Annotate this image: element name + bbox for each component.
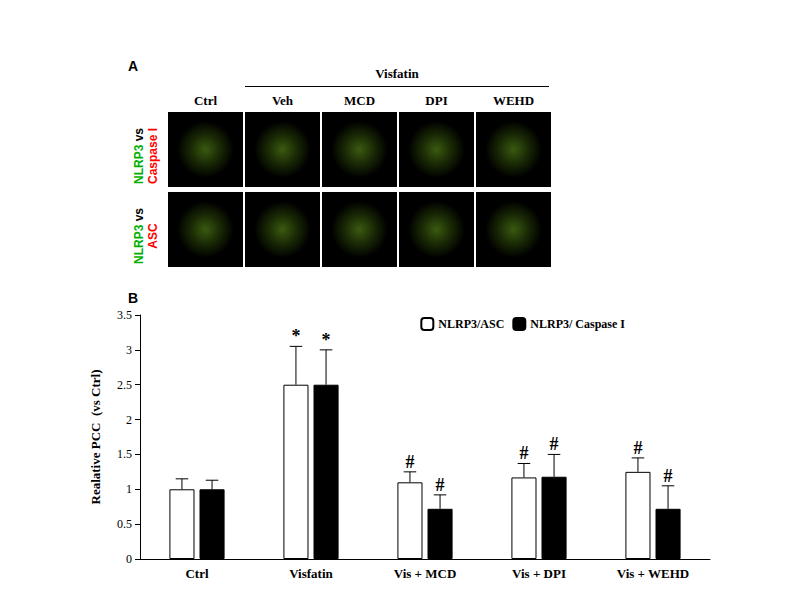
svg-text:Ctrl: Ctrl (185, 566, 208, 581)
svg-text:NLRP3/ASC: NLRP3/ASC (438, 317, 504, 331)
svg-text:Vis + MCD: Vis + MCD (394, 566, 457, 581)
svg-text:Realative PCC (vs Ctrl): Realative PCC (vs Ctrl) (88, 369, 103, 504)
svg-text:#: # (550, 434, 559, 454)
svg-text:2.5: 2.5 (117, 378, 132, 392)
svg-text:3: 3 (126, 343, 132, 357)
html-text:Caspase I: Caspase I (145, 128, 160, 184)
html-text:Ctrl: Ctrl (193, 93, 217, 108)
svg-text:#: # (664, 466, 673, 486)
html-text:Visfatin: Visfatin (375, 66, 419, 81)
html-text:NLRP3: NLRP3 (131, 144, 146, 184)
svg-text:NLRP3/ Caspase I: NLRP3/ Caspase I (530, 317, 625, 331)
html-text:ASC: ASC (145, 223, 160, 249)
svg-text:*: * (322, 330, 331, 350)
svg-text:#: # (436, 475, 445, 495)
svg-text:#: # (519, 443, 528, 463)
html-text:MCD: MCD (344, 93, 375, 108)
svg-text:Vis + DPI: Vis + DPI (512, 566, 566, 581)
svg-text:1: 1 (126, 482, 132, 496)
svg-text:#: # (405, 452, 414, 472)
svg-text:2: 2 (126, 413, 132, 427)
html-text:B: B (128, 290, 139, 306)
svg-text:0: 0 (126, 552, 132, 566)
html-text:vs: vs (131, 128, 146, 145)
svg-text:0.5: 0.5 (117, 517, 132, 531)
html-text:Veh: Veh (271, 93, 294, 108)
html-text:vs: vs (131, 208, 146, 225)
html-text:DPI: DPI (425, 93, 448, 108)
svg-text:#: # (633, 438, 642, 458)
svg-text:3.5: 3.5 (117, 308, 132, 322)
svg-text:Visfatin: Visfatin (289, 566, 333, 581)
svg-text:1.5: 1.5 (117, 447, 132, 461)
html-text:WEHD: WEHD (492, 93, 535, 108)
svg-text:*: * (291, 326, 300, 346)
html-text:A: A (128, 58, 139, 74)
svg-text:Vis + WEHD: Vis + WEHD (617, 566, 689, 581)
html-text:NLRP3: NLRP3 (131, 224, 146, 264)
